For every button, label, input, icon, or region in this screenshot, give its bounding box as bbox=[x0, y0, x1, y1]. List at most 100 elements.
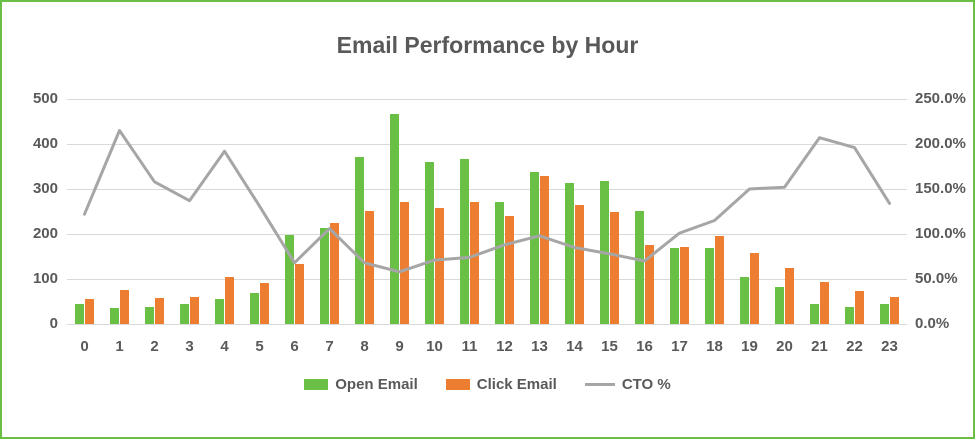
x-axis-tick: 22 bbox=[846, 338, 863, 355]
legend-swatch-open-email bbox=[304, 379, 329, 390]
bar-click-email bbox=[750, 252, 759, 324]
x-axis-tick: 5 bbox=[255, 338, 264, 355]
bar-click-email bbox=[470, 201, 479, 324]
gridline bbox=[67, 99, 907, 100]
bar-open-email bbox=[320, 228, 329, 324]
bar-open-email bbox=[565, 183, 574, 324]
bar-open-email bbox=[670, 247, 679, 324]
bar-open-email bbox=[390, 113, 399, 324]
legend-item-open-email: Open Email bbox=[304, 376, 418, 393]
x-axis-tick: 13 bbox=[531, 338, 548, 355]
gridline bbox=[67, 234, 907, 235]
bar-open-email bbox=[775, 286, 784, 324]
bar-open-email bbox=[180, 304, 189, 324]
x-axis-tick: 23 bbox=[881, 338, 898, 355]
bar-open-email bbox=[810, 303, 819, 324]
x-axis-tick: 19 bbox=[741, 338, 758, 355]
bar-click-email bbox=[330, 222, 339, 324]
bar-click-email bbox=[260, 282, 269, 324]
legend-item-cto: CTO % bbox=[584, 376, 671, 393]
bar-open-email bbox=[740, 276, 749, 324]
bar-click-email bbox=[505, 216, 514, 324]
bar-open-email bbox=[635, 210, 644, 324]
bar-click-email bbox=[435, 208, 444, 324]
x-axis-tick: 15 bbox=[601, 338, 618, 355]
y-axis-left-tick: 500 bbox=[32, 90, 58, 107]
bar-open-email bbox=[250, 292, 259, 324]
bar-open-email bbox=[215, 299, 224, 324]
cto-line bbox=[83, 129, 891, 274]
bar-open-email bbox=[495, 201, 504, 324]
bar-click-email bbox=[365, 210, 374, 324]
x-axis-tick: 9 bbox=[395, 338, 404, 355]
legend-label-click-email: Click Email bbox=[476, 376, 557, 393]
bar-click-email bbox=[225, 276, 234, 324]
gridline bbox=[67, 324, 907, 325]
y-axis-left-tick: 100 bbox=[32, 270, 58, 287]
bar-click-email bbox=[890, 297, 899, 324]
legend-label-open-email: Open Email bbox=[335, 376, 418, 393]
bar-click-email bbox=[295, 264, 304, 324]
bar-click-email bbox=[610, 212, 619, 324]
x-axis-tick: 11 bbox=[461, 338, 478, 355]
bar-open-email bbox=[425, 162, 434, 324]
bar-open-email bbox=[75, 303, 84, 324]
y-axis-left-tick: 200 bbox=[32, 225, 58, 242]
x-axis-tick: 21 bbox=[811, 338, 828, 355]
y-axis-right-tick: 50.0% bbox=[915, 270, 958, 287]
bar-click-email bbox=[190, 297, 199, 324]
x-axis-tick: 7 bbox=[325, 338, 334, 355]
bar-open-email bbox=[110, 308, 119, 324]
y-axis-left-tick: 400 bbox=[32, 135, 58, 152]
x-axis-tick: 12 bbox=[496, 338, 513, 355]
bar-click-email bbox=[120, 290, 129, 324]
plot-area bbox=[67, 99, 907, 325]
x-axis-tick: 10 bbox=[426, 338, 443, 355]
x-axis-tick: 16 bbox=[636, 338, 653, 355]
bar-click-email bbox=[820, 282, 829, 324]
bar-open-email bbox=[845, 306, 854, 324]
bar-open-email bbox=[145, 307, 154, 324]
bar-click-email bbox=[155, 298, 164, 324]
legend: Open Email Click Email CTO % bbox=[2, 376, 973, 393]
gridline bbox=[67, 279, 907, 280]
x-axis-tick: 4 bbox=[220, 338, 229, 355]
legend-swatch-click-email bbox=[445, 379, 470, 390]
bar-click-email bbox=[785, 267, 794, 324]
y-axis-right-tick: 200.0% bbox=[915, 135, 966, 152]
x-axis-tick: 3 bbox=[185, 338, 194, 355]
cto-line-layer bbox=[83, 129, 891, 274]
bar-open-email bbox=[705, 247, 714, 324]
y-axis-right-tick: 250.0% bbox=[915, 90, 966, 107]
legend-label-cto: CTO % bbox=[621, 376, 671, 393]
y-axis-right-tick: 0.0% bbox=[915, 315, 950, 332]
chart-title: Email Performance by Hour bbox=[336, 32, 639, 58]
y-axis-right-tick: 150.0% bbox=[915, 180, 966, 197]
x-axis-tick: 1 bbox=[115, 338, 124, 355]
x-axis-tick: 14 bbox=[566, 338, 583, 355]
legend-item-click-email: Click Email bbox=[445, 376, 557, 393]
y-axis-left-tick: 0 bbox=[49, 315, 58, 332]
bar-open-email bbox=[460, 159, 469, 324]
y-axis-right-tick: 100.0% bbox=[915, 225, 966, 242]
bar-open-email bbox=[355, 156, 364, 324]
bar-open-email bbox=[530, 171, 539, 324]
bar-click-email bbox=[715, 235, 724, 324]
bar-open-email bbox=[880, 303, 889, 324]
x-axis-tick: 18 bbox=[706, 338, 723, 355]
x-axis-tick: 2 bbox=[150, 338, 159, 355]
gridline bbox=[67, 144, 907, 145]
bar-click-email bbox=[645, 244, 654, 324]
x-axis-tick: 0 bbox=[80, 338, 89, 355]
bar-click-email bbox=[540, 175, 549, 324]
y-axis-left-tick: 300 bbox=[32, 180, 58, 197]
legend-swatch-cto-line bbox=[584, 383, 615, 386]
bar-open-email bbox=[285, 235, 294, 324]
bar-click-email bbox=[575, 204, 584, 324]
gridline bbox=[67, 189, 907, 190]
x-axis-tick: 17 bbox=[671, 338, 688, 355]
x-axis-tick: 20 bbox=[776, 338, 793, 355]
x-axis-tick: 8 bbox=[360, 338, 369, 355]
bar-click-email bbox=[400, 201, 409, 324]
